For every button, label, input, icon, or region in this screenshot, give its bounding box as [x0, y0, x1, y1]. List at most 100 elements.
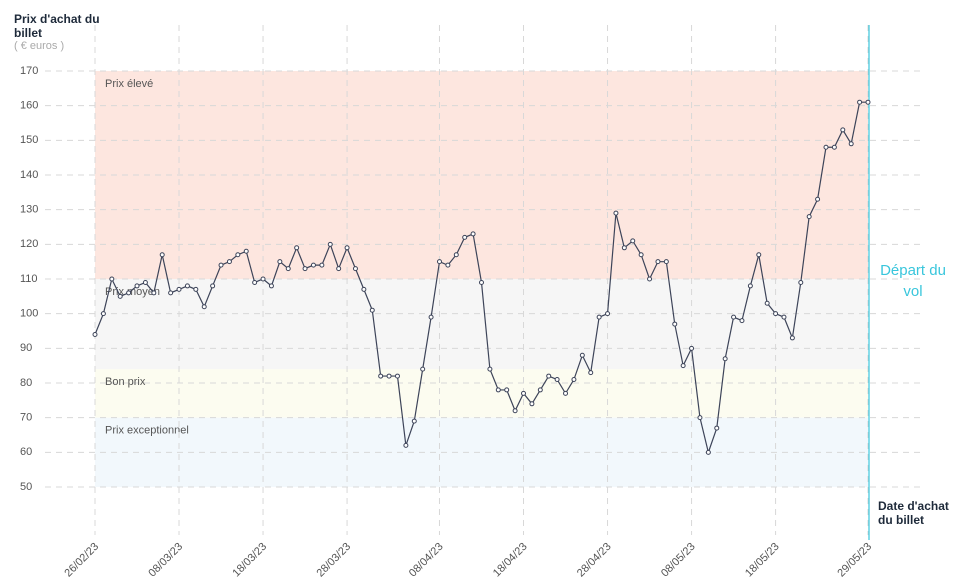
- price-point: [781, 314, 787, 320]
- y-tick-label: 60: [20, 446, 32, 458]
- band-label: Bon prix: [105, 376, 146, 388]
- price-point: [428, 314, 434, 320]
- price-point: [277, 259, 283, 265]
- price-point: [117, 293, 123, 299]
- price-point: [857, 99, 863, 105]
- price-point: [504, 387, 510, 393]
- price-point: [663, 259, 669, 265]
- x-tick-label: 18/03/23: [230, 541, 269, 580]
- price-point: [554, 377, 560, 383]
- departure-label: Départ du vol: [880, 262, 946, 300]
- price-point: [714, 425, 720, 431]
- price-point: [260, 276, 266, 282]
- price-point: [310, 262, 316, 268]
- y-tick-label: 100: [20, 308, 38, 320]
- x-tick-label: 29/05/23: [835, 541, 874, 580]
- price-point: [529, 401, 535, 407]
- x-tick-label: 18/05/23: [743, 541, 782, 580]
- x-tick-label: 28/03/23: [314, 541, 353, 580]
- y-tick-label: 140: [20, 169, 38, 181]
- price-point: [176, 286, 182, 292]
- y-tick-label: 70: [20, 412, 32, 424]
- price-point: [344, 245, 350, 251]
- y-tick-label: 130: [20, 204, 38, 216]
- price-point: [680, 363, 686, 369]
- y-tick-label: 120: [20, 238, 38, 250]
- price-point: [764, 300, 770, 306]
- y-tick-label: 90: [20, 342, 32, 354]
- price-point: [420, 366, 426, 372]
- y-tick-label: 150: [20, 134, 38, 146]
- price-point: [268, 283, 274, 289]
- price-point: [226, 259, 232, 265]
- price-point: [319, 262, 325, 268]
- price-point: [436, 259, 442, 265]
- price-point: [865, 99, 871, 105]
- price-point: [378, 373, 384, 379]
- price-point: [546, 373, 552, 379]
- price-point: [840, 127, 846, 133]
- price-point: [747, 283, 753, 289]
- price-point: [386, 373, 392, 379]
- price-point: [92, 331, 98, 337]
- price-point: [756, 252, 762, 258]
- y-tick-label: 170: [20, 65, 38, 77]
- price-point: [537, 387, 543, 393]
- price-point: [605, 311, 611, 317]
- band-label: Prix exceptionnel: [105, 425, 189, 437]
- price-point: [479, 279, 484, 285]
- price-point: [689, 345, 695, 351]
- price-point: [453, 252, 459, 258]
- price-point: [848, 141, 854, 147]
- y-tick-label: 110: [20, 273, 38, 285]
- x-tick-label: 08/03/23: [146, 541, 185, 580]
- price-point: [470, 231, 476, 237]
- price-point: [361, 286, 367, 292]
- y-tick-label: 50: [20, 481, 32, 493]
- price-point: [613, 210, 619, 216]
- price-point: [739, 318, 745, 324]
- price-point: [638, 252, 644, 258]
- x-tick-label: 18/04/23: [491, 541, 530, 580]
- price-point: [806, 214, 812, 220]
- price-point: [815, 196, 821, 202]
- price-point: [563, 390, 569, 396]
- price-point: [655, 259, 661, 265]
- price-point: [445, 262, 451, 268]
- price-point: [352, 266, 358, 272]
- price-point: [252, 279, 258, 285]
- price-point: [184, 283, 190, 289]
- price-band: [95, 369, 868, 418]
- price-point: [521, 390, 527, 396]
- price-point: [201, 304, 207, 310]
- y-axis-title: Prix d'achat du billet: [14, 12, 100, 40]
- price-point: [831, 144, 837, 150]
- price-point: [394, 373, 400, 379]
- price-point: [487, 366, 493, 372]
- price-point: [369, 307, 375, 313]
- price-point: [151, 290, 157, 296]
- price-point: [109, 276, 115, 282]
- price-point: [512, 408, 518, 414]
- price-point: [823, 144, 829, 150]
- price-point: [621, 245, 627, 251]
- price-point: [193, 286, 199, 292]
- price-point: [126, 290, 132, 296]
- y-tick-label: 160: [20, 100, 38, 112]
- price-point: [630, 238, 636, 244]
- x-tick-label: 08/05/23: [659, 541, 698, 580]
- y-tick-label: 80: [20, 377, 32, 389]
- price-point: [327, 241, 333, 247]
- price-point: [495, 387, 501, 393]
- price-point: [588, 370, 594, 376]
- y-axis-unit: ( € euros ): [14, 40, 65, 52]
- price-point: [285, 266, 291, 272]
- price-point: [722, 356, 728, 362]
- price-point: [243, 248, 249, 254]
- price-point: [159, 252, 165, 258]
- price-point: [294, 245, 300, 251]
- price-point: [100, 311, 106, 317]
- price-point: [210, 283, 216, 289]
